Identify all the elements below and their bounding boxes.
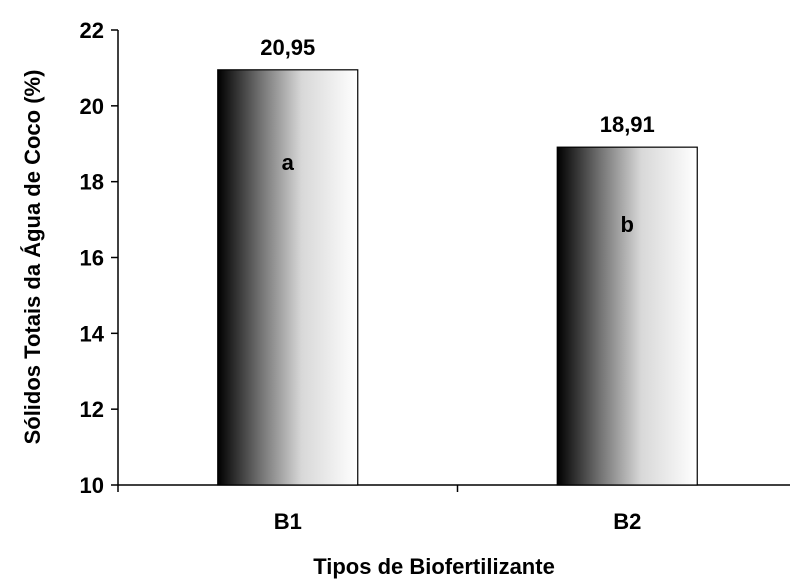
bars — [217, 69, 698, 486]
significance-letter-b1: a — [282, 150, 295, 175]
bar-b1 — [217, 69, 359, 486]
value-label-b1: 20,95 — [260, 35, 315, 60]
value-label-b2: 18,91 — [600, 112, 655, 137]
x-axis-title: Tipos de Biofertilizante — [313, 554, 555, 579]
y-tick-label: 16 — [80, 246, 104, 271]
y-tick-label: 10 — [80, 473, 104, 498]
y-tick-label: 22 — [80, 18, 104, 43]
y-tick-label: 14 — [80, 321, 105, 346]
category-label-b1: B1 — [274, 509, 302, 534]
labels: 20,95 a B1 18,91 b B2 — [260, 35, 655, 534]
axes: 10 12 14 16 18 20 22 — [80, 18, 790, 498]
bar-b2 — [556, 146, 698, 486]
significance-letter-b2: b — [621, 212, 634, 237]
category-label-b2: B2 — [613, 509, 641, 534]
y-tick-label: 18 — [80, 170, 104, 195]
y-tick-label: 20 — [80, 94, 104, 119]
y-axis-title: Sólidos Totais da Água de Coco (%) — [20, 70, 45, 445]
y-tick-label: 12 — [80, 397, 104, 422]
